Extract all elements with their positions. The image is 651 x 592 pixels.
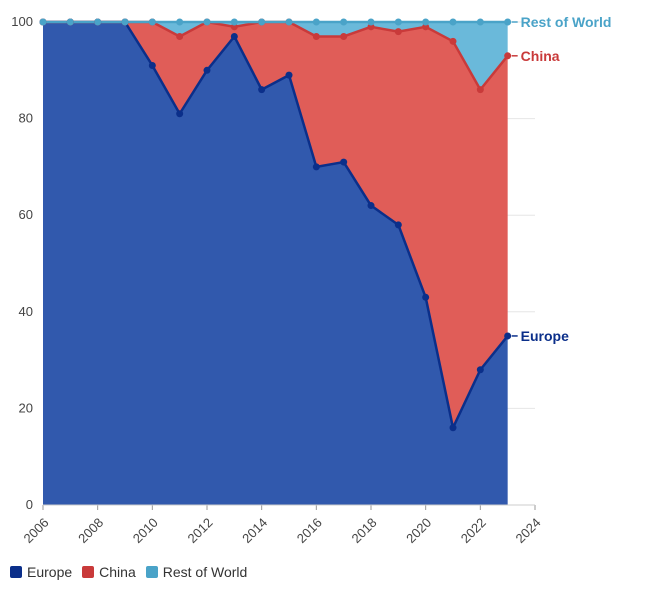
x-tick-label-2010: 2010 — [130, 515, 161, 546]
point-layer — [39, 18, 512, 432]
y-tick-label-80: 80 — [19, 111, 33, 126]
point-europe-2017 — [340, 158, 348, 166]
point-china-2020 — [422, 23, 430, 31]
end-label-europe: Europe — [521, 328, 569, 344]
point-rest-of-world-2016 — [312, 18, 320, 26]
point-rest-of-world-2011 — [176, 18, 184, 26]
point-rest-of-world-2022 — [476, 18, 484, 26]
point-europe-2016 — [312, 163, 320, 171]
point-china-2019 — [394, 28, 402, 36]
x-tick-label-2016: 2016 — [294, 515, 325, 546]
legend-label-rest-of-world: Rest of World — [162, 564, 248, 580]
point-rest-of-world-2006 — [39, 18, 47, 26]
x-tick-label-2018: 2018 — [348, 515, 379, 546]
point-rest-of-world-2014 — [258, 18, 266, 26]
area-china — [43, 22, 508, 428]
y-tick-label-0: 0 — [26, 497, 33, 512]
point-rest-of-world-2013 — [230, 18, 238, 26]
point-china-2018 — [367, 23, 375, 31]
area-europe — [43, 22, 508, 505]
point-rest-of-world-2009 — [121, 18, 129, 26]
point-europe-2011 — [176, 110, 184, 118]
x-tick-label-2020: 2020 — [403, 515, 434, 546]
point-china-2013 — [230, 23, 238, 31]
point-europe-2010 — [148, 61, 156, 69]
point-china-2021 — [449, 37, 457, 45]
point-rest-of-world-2007 — [66, 18, 74, 26]
legend-label-europe: Europe — [27, 564, 73, 580]
point-europe-2013 — [230, 32, 238, 40]
point-europe-2021 — [449, 424, 457, 432]
point-rest-of-world-2020 — [422, 18, 430, 26]
x-tick-label-2022: 2022 — [458, 515, 489, 546]
point-europe-2014 — [258, 86, 266, 94]
point-rest-of-world-2008 — [94, 18, 102, 26]
y-tick-label-20: 20 — [19, 400, 33, 415]
line-layer — [43, 20, 509, 429]
point-china-2017 — [340, 32, 348, 40]
point-europe-2023 — [504, 332, 512, 340]
legend-item-china[interactable]: China — [82, 564, 136, 580]
x-tick-label-2024: 2024 — [512, 515, 543, 546]
x-tick-label-2008: 2008 — [75, 515, 106, 546]
label-layer: Europe China Rest of World — [511, 14, 612, 344]
legend-item-rest-of-world[interactable]: Rest of World — [145, 564, 248, 580]
point-europe-2018 — [367, 202, 375, 210]
legend-swatch-china — [82, 566, 95, 578]
point-europe-2015 — [285, 71, 293, 79]
point-china-2011 — [176, 32, 184, 40]
point-rest-of-world-2017 — [340, 18, 348, 26]
point-china-2016 — [312, 32, 320, 40]
point-europe-2012 — [203, 66, 211, 74]
legend: Europe China Rest of World — [10, 564, 247, 580]
point-rest-of-world-2021 — [449, 18, 457, 26]
point-europe-2022 — [476, 366, 484, 374]
end-label-china: China — [521, 48, 560, 64]
y-tick-label-100: 100 — [11, 14, 33, 29]
legend-item-europe[interactable]: Europe — [10, 564, 72, 580]
y-tick-label-60: 60 — [19, 207, 33, 222]
point-rest-of-world-2010 — [148, 18, 156, 26]
y-tick-label-40: 40 — [19, 304, 33, 319]
x-tick-label-2014: 2014 — [239, 515, 270, 546]
point-rest-of-world-2023 — [504, 18, 512, 26]
point-rest-of-world-2015 — [285, 18, 293, 26]
point-europe-2020 — [422, 293, 430, 301]
area-rest-of-world — [43, 22, 508, 90]
point-rest-of-world-2018 — [367, 18, 375, 26]
point-china-2023 — [504, 52, 512, 60]
point-rest-of-world-2012 — [203, 18, 211, 26]
x-tick-label-2006: 2006 — [20, 515, 51, 546]
point-rest-of-world-2019 — [394, 18, 402, 26]
point-china-2022 — [476, 86, 484, 94]
x-tick-label-2012: 2012 — [184, 515, 215, 546]
legend-swatch-rest-of-world — [145, 566, 158, 578]
legend-swatch-europe — [10, 566, 22, 578]
legend-label-china: China — [99, 564, 136, 580]
end-label-rest-of-world: Rest of World — [521, 14, 612, 30]
area-layer — [43, 22, 508, 505]
point-europe-2019 — [394, 221, 402, 229]
